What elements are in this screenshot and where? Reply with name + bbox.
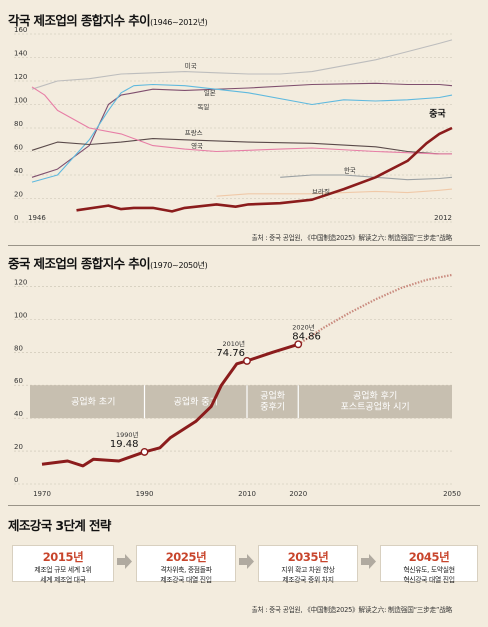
x-tick-label: 2012 [434, 214, 452, 222]
series-line-한국 [280, 174, 453, 181]
legend-label-영국: 영국 [191, 141, 203, 150]
stage-line: 제조업 규모 세계 1위 [34, 566, 92, 574]
stage-year: 2045년 [408, 550, 450, 564]
divider [8, 505, 480, 506]
arrow-right-icon [239, 554, 254, 569]
stage-label: 공업화 중기 [174, 397, 218, 408]
stage-label: 공업화 초기 [71, 397, 115, 408]
annotation-year: 1990년 [116, 430, 139, 439]
arrow-right-icon [361, 554, 376, 569]
chart2-title: 중국 제조업의 종합지수 추이(1970~2050년) [8, 256, 208, 271]
x-tick-label: 2010 [238, 490, 256, 498]
arrow-right-icon [117, 554, 132, 569]
y-tick-label: 80 [14, 344, 23, 352]
legend-label-중국: 중국 [429, 108, 446, 119]
chart2-subtitle: (1970~2050년) [150, 261, 208, 270]
y-tick-label: 80 [14, 120, 23, 128]
y-tick-label: 60 [14, 144, 23, 152]
annotation-marker [243, 357, 251, 365]
strategy-stage-2035: 2035년 지위 확고 차원 향상 제조강국 중위 차지 [258, 545, 358, 584]
y-tick-label: 0 [14, 476, 18, 484]
legend-label-프랑스: 프랑스 [185, 129, 203, 137]
x-tick-label: 1970 [33, 490, 51, 498]
strategy-stage-2045: 2045년 혁신유도, 도약실현 혁신강국 대열 진입 [380, 545, 478, 584]
annotation-value: 19.48 [110, 439, 139, 450]
x-tick-label: 1990 [136, 490, 154, 498]
chart1-source: 출처 : 중국 공업원, 《中国制造2025》解读之六: 制造强国“三步走”战略 [251, 234, 453, 242]
chart1-plot: 0 20 40 60 80 100 120 140 160 1946 2012 미국일본독일프랑스영국… [14, 26, 453, 223]
y-tick-label: 0 [14, 214, 18, 222]
annotation-marker [294, 340, 303, 349]
series-line-forecast [297, 273, 453, 346]
stage-line: 세계 제조업 대국 [40, 576, 86, 584]
y-tick-label: 60 [14, 377, 23, 385]
stage-label: 공업화 중후기 [260, 391, 285, 413]
y-tick-label: 120 [14, 278, 27, 286]
legend-label-독일: 독일 [197, 102, 209, 111]
annotation-value: 84.86 [292, 331, 321, 342]
y-tick-label: 40 [14, 167, 23, 175]
annotation-value: 74.76 [216, 348, 245, 359]
strategy-source: 출처 : 중국 공업원, 《中国制造2025》解读之六: 制造强国“三步走”战略 [251, 606, 453, 614]
legend-label-미국: 미국 [185, 61, 197, 70]
series-line-미국 [31, 39, 453, 90]
stage-line: 혁신강국 대열 진입 [403, 576, 455, 584]
strategy-title: 제조강국 3단계 전략 [8, 518, 111, 533]
x-tick-label: 2050 [443, 490, 461, 498]
legend-label-한국: 한국 [344, 167, 356, 175]
annotation-marker [140, 448, 149, 456]
series-line-브라질 [216, 188, 453, 197]
chart1-subtitle: (1946~2012년) [150, 18, 208, 27]
y-tick-label: 160 [14, 26, 27, 34]
y-tick-label: 20 [14, 443, 23, 451]
y-tick-label: 100 [14, 311, 27, 319]
stage-label: 공업화 후기 포스트공업화 시기 [341, 391, 410, 413]
y-tick-label: 140 [14, 50, 27, 58]
series-line-프랑스 [31, 138, 452, 155]
series-line-중국 [76, 126, 453, 213]
stage-year: 2025년 [165, 550, 207, 564]
legend-label-브라질: 브라질 [312, 187, 330, 196]
stage-line: 혁신유도, 도약실현 [403, 566, 455, 574]
y-tick-label: 20 [14, 191, 23, 199]
y-tick-label: 100 [14, 97, 27, 105]
y-tick-label: 40 [14, 410, 23, 418]
stage-year: 2035년 [287, 550, 329, 564]
chart1-title: 각국 제조업의 종합지수 추이(1946~2012년) [8, 13, 208, 28]
divider [8, 245, 480, 246]
stage-line: 제조강국 대열 진입 [160, 576, 212, 584]
y-tick-label: 120 [14, 73, 27, 81]
stage-band [30, 385, 452, 419]
series-line-독일 [31, 83, 453, 183]
stage-year: 2015년 [42, 550, 84, 564]
stage-line: 지위 확고 차원 향상 [281, 566, 335, 574]
x-tick-label: 2020 [289, 490, 307, 498]
legend-label-일본: 일본 [204, 88, 216, 97]
series-line-일본 [31, 82, 453, 178]
series-line-영국 [31, 86, 452, 155]
annotation-year: 2010년 [222, 339, 245, 348]
x-tick-label: 1946 [28, 214, 46, 222]
stage-line: 격차위축, 중점돌파 [160, 566, 212, 574]
strategy-stage-2025: 2025년 격차위축, 중점돌파 제조강국 대열 진입 [136, 545, 236, 584]
strategy-stage-2015: 2015년 제조업 규모 세계 1위 세계 제조업 대국 [12, 545, 114, 584]
chart2-plot: 0 20 40 60 80 100 120 공업화 초기 공업화 중기 공업화 중후기 공업화 후기 포… [14, 273, 461, 498]
annotation-year: 2020년 [292, 322, 315, 331]
stage-line: 제조강국 중위 차지 [282, 576, 334, 584]
